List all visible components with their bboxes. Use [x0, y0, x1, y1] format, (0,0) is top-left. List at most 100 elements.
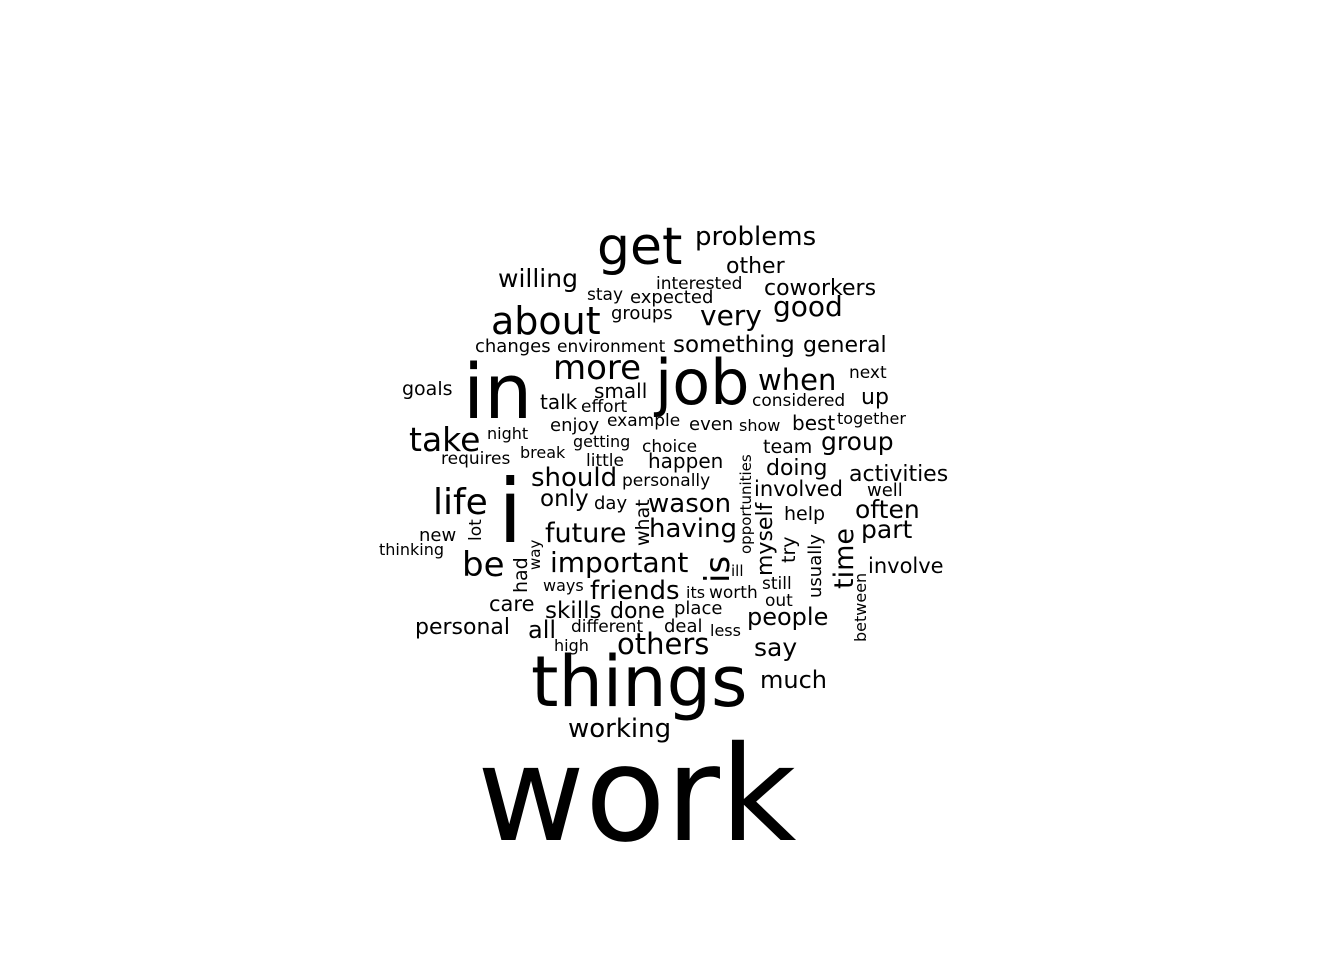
word-well: well: [867, 480, 903, 501]
word-life: life: [433, 482, 488, 523]
word-ways: ways: [543, 576, 584, 595]
word-together: together: [837, 409, 906, 428]
word-care: care: [489, 592, 535, 616]
word-up: up: [861, 385, 889, 410]
word-coworkers: coworkers: [764, 276, 876, 301]
word-place: place: [674, 598, 722, 619]
word-had: had: [510, 557, 532, 593]
word-help: help: [784, 503, 825, 525]
word-skills: skills: [545, 598, 601, 624]
word-other: other: [726, 254, 786, 279]
word-lot: lot: [466, 519, 486, 541]
word-future: future: [545, 518, 626, 549]
word-requires: requires: [441, 449, 510, 469]
word-very: very: [700, 299, 762, 332]
word-good: good: [773, 290, 843, 323]
word-more: more: [553, 348, 641, 388]
word-stay: stay: [587, 285, 623, 305]
word-way: way: [526, 540, 544, 570]
word-try: try: [778, 536, 800, 563]
word-interested: interested: [656, 274, 742, 294]
word-talk: talk: [540, 390, 578, 414]
word-something: something: [673, 332, 795, 358]
word-take: take: [409, 420, 480, 459]
word-friends: friends: [590, 576, 680, 606]
word-only: only: [540, 486, 589, 512]
word-goals: goals: [402, 378, 453, 400]
word-usually: usually: [805, 534, 826, 598]
word-example: example: [607, 411, 680, 431]
word-different: different: [571, 617, 644, 637]
word-worth: worth: [709, 583, 758, 603]
word-effort: effort: [581, 397, 628, 417]
word-having: having: [649, 514, 737, 544]
word-best: best: [792, 411, 835, 435]
word-enjoy: enjoy: [550, 415, 599, 436]
word-opportunities: opportunities: [737, 454, 755, 554]
word-important: important: [550, 546, 688, 579]
word-say: say: [754, 633, 797, 662]
word-show: show: [739, 416, 780, 435]
word-problems: problems: [695, 222, 816, 252]
word-thinking: thinking: [379, 540, 444, 559]
word-group: group: [821, 427, 894, 456]
word-involve: involve: [868, 554, 944, 578]
word-is: is: [698, 556, 738, 583]
word-high: high: [554, 636, 589, 655]
word-personally: personally: [622, 471, 710, 491]
word-should: should: [531, 463, 617, 493]
word-job: job: [653, 346, 750, 419]
word-people: people: [747, 603, 828, 631]
word-small: small: [594, 379, 647, 403]
word-what: what: [632, 499, 654, 546]
word-when: when: [758, 363, 836, 397]
word-between: between: [851, 573, 870, 642]
word-all: all: [528, 616, 556, 644]
word-ill: ill: [731, 562, 744, 580]
word-much: much: [760, 666, 827, 694]
word-happen: happen: [648, 449, 723, 473]
word-little: little: [586, 451, 624, 471]
word-doing: doing: [766, 456, 827, 481]
word-considered: considered: [752, 391, 845, 411]
word-work: work: [477, 718, 797, 872]
word-be: be: [462, 545, 505, 585]
word-day: day: [594, 493, 627, 514]
word-groups: groups: [611, 303, 673, 324]
word-choice: choice: [642, 437, 697, 457]
word-environment: environment: [557, 337, 666, 357]
word-changes: changes: [475, 336, 551, 357]
word-wason: wason: [648, 489, 731, 519]
word-in: in: [463, 347, 532, 436]
word-others: others: [617, 627, 709, 661]
word-general: general: [803, 333, 887, 358]
word-working: working: [568, 714, 671, 744]
word-new: new: [419, 525, 456, 546]
word-next: next: [849, 363, 887, 383]
word-night: night: [487, 424, 528, 443]
word-out: out: [765, 591, 793, 611]
word-willing: willing: [498, 264, 578, 293]
word-get: get: [597, 217, 682, 277]
word-often: often: [855, 495, 920, 524]
word-less: less: [710, 621, 741, 640]
word-team: team: [763, 436, 812, 458]
word-even: even: [689, 414, 733, 435]
word-things: things: [531, 641, 748, 723]
word-about: about: [491, 299, 601, 343]
word-break: break: [520, 443, 566, 462]
word-getting: getting: [573, 432, 630, 451]
word-still: still: [762, 574, 792, 594]
word-expected: expected: [630, 287, 713, 308]
word-personal: personal: [415, 615, 510, 640]
word-myself: myself: [753, 501, 778, 576]
word-i: i: [498, 460, 522, 563]
word-time: time: [829, 528, 860, 589]
word-involved: involved: [754, 477, 843, 501]
word-its: its: [686, 583, 705, 602]
word-part: part: [861, 515, 912, 544]
word-deal: deal: [664, 616, 703, 637]
word-done: done: [610, 599, 665, 624]
word-activities: activities: [849, 462, 948, 487]
